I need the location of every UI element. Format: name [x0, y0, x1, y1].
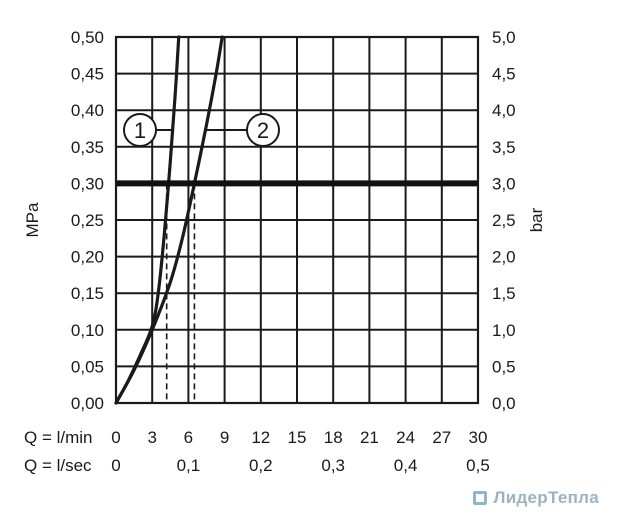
y-left-tick-label: 0,50 — [71, 28, 104, 47]
y-left-tick-label: 0,35 — [71, 138, 104, 157]
callout-label-2: 2 — [257, 118, 269, 143]
plot-frame — [114, 35, 480, 405]
x-tick-lsec: 0,2 — [249, 456, 273, 475]
y-right-tick-label: 3,0 — [492, 174, 516, 193]
y-left-tick-label: 0,25 — [71, 211, 104, 230]
y-left-tick-label: 0,40 — [71, 101, 104, 120]
y-axis-right-ticks: 0,0 0,5 1,0 1,5 2,0 2,5 3,0 3,5 4,0 4,5 5,0 — [492, 28, 516, 413]
y-right-tick-label: 2,0 — [492, 248, 516, 267]
y-axis-right-title: bar — [527, 207, 546, 232]
x-tick-lmin: 21 — [360, 428, 379, 447]
y-left-tick-label: 0,30 — [71, 174, 104, 193]
x-tick-lmin: 6 — [184, 428, 193, 447]
x-tick-lsec: 0,5 — [466, 456, 490, 475]
grid — [115, 36, 479, 404]
y-left-tick-label: 0,00 — [71, 394, 104, 413]
y-left-tick-label: 0,15 — [71, 284, 104, 303]
x-tick-lmin: 0 — [111, 428, 120, 447]
x-tick-lmin: 27 — [432, 428, 451, 447]
y-right-tick-label: 0,5 — [492, 357, 516, 376]
y-axis-left-ticks: 0,00 0,05 0,10 0,15 0,20 0,25 0,30 0,35 0,40 0,45… — [71, 28, 104, 413]
curve-2 — [114, 35, 224, 405]
y-left-tick-label: 0,10 — [71, 321, 104, 340]
y-left-tick-label: 0,20 — [71, 248, 104, 267]
x-tick-lmin: 12 — [251, 428, 270, 447]
y-right-tick-label: 5,0 — [492, 28, 516, 47]
callout-circle-1 — [123, 113, 157, 147]
y-right-tick-label: 3,5 — [492, 138, 516, 157]
callout-label-1: 1 — [134, 118, 146, 143]
y-axis-left-title: MPa — [23, 202, 42, 238]
x-tick-lmin: 24 — [396, 428, 415, 447]
y-right-tick-label: 0,0 — [492, 394, 516, 413]
watermark-text: ЛидерТепла — [493, 488, 599, 507]
x-axis-ticks: 0 3 6 9 12 15 18 21 24 27 30 0 0,1 0,2 0,3 0,4 0,5 — [111, 428, 490, 475]
logo-square-icon — [473, 491, 488, 505]
x-tick-lmin: 3 — [147, 428, 156, 447]
x-tick-lsec: 0,3 — [321, 456, 345, 475]
y-right-tick-label: 2,5 — [492, 211, 516, 230]
y-right-tick-label: 1,5 — [492, 284, 516, 303]
curves — [114, 35, 224, 405]
y-left-tick-label: 0,45 — [71, 65, 104, 84]
y-right-tick-label: 4,0 — [492, 101, 516, 120]
y-right-tick-label: 1,0 — [492, 321, 516, 340]
x-tick-lmin: 15 — [288, 428, 307, 447]
flow-markers — [165, 183, 196, 403]
y-right-tick-label: 4,5 — [492, 65, 516, 84]
x-tick-lmin: 9 — [220, 428, 229, 447]
x-tick-lsec: 0 — [111, 456, 120, 475]
x-tick-lsec: 0,4 — [394, 456, 418, 475]
y-left-tick-label: 0,05 — [71, 357, 104, 376]
x-tick-lsec: 0,1 — [177, 456, 201, 475]
watermark: ЛидерТепла — [473, 488, 599, 508]
callout-circle-2 — [246, 113, 280, 147]
x-row-label-lmin: Q = l/min — [24, 428, 93, 447]
x-tick-lmin: 30 — [469, 428, 488, 447]
x-tick-lmin: 18 — [324, 428, 343, 447]
x-row-label-lsec: Q = l/sec — [24, 456, 92, 475]
